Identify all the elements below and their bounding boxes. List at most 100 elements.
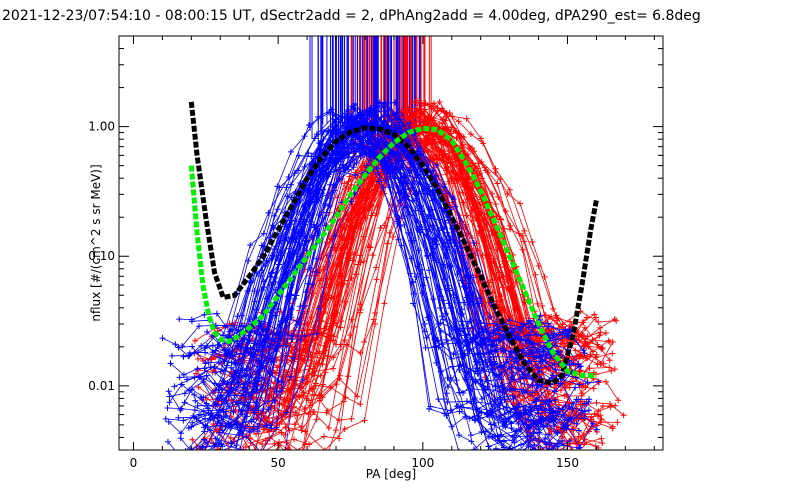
red-curve-marker	[545, 365, 552, 372]
blue-curve-marker	[180, 353, 187, 360]
red-curve-marker	[576, 352, 583, 359]
blue-curve-marker	[212, 463, 218, 469]
x-axis-label: PA [deg]	[366, 467, 416, 481]
red-curve-marker	[332, 427, 339, 434]
red-curve-marker	[446, 178, 453, 185]
blue-curve-marker	[202, 449, 204, 450]
red-curve-marker	[534, 300, 541, 307]
red-curve-marker	[541, 273, 548, 280]
blue-curve-marker	[456, 432, 463, 439]
red-curve-marker	[341, 250, 348, 257]
red-curve-marker	[337, 341, 344, 348]
blue-curve-marker	[235, 450, 241, 456]
red-curve-marker	[257, 449, 259, 450]
red-curve-marker	[572, 347, 579, 354]
red-curve-marker	[598, 346, 605, 353]
red-curve-marker	[597, 419, 604, 426]
blue-curve-marker	[165, 388, 172, 395]
red-curve-marker	[308, 314, 315, 321]
red-curve-marker	[557, 387, 564, 394]
red-curve-marker	[341, 425, 348, 432]
red-curve-marker	[220, 453, 226, 459]
red-curve-marker	[381, 300, 388, 307]
red-curve-marker	[373, 276, 380, 283]
red-curve-marker	[321, 433, 328, 440]
red-curve-marker	[259, 441, 266, 448]
blue-curve-marker	[164, 404, 171, 411]
blue-curve-marker	[485, 443, 492, 450]
red-curve-marker	[374, 203, 381, 210]
red-curve-marker	[588, 414, 595, 421]
blue-curve-marker	[492, 445, 499, 450]
blue-curve-marker	[499, 460, 505, 466]
blue-curve-marker	[543, 455, 549, 461]
red-curve-marker	[606, 364, 613, 371]
red-curve-marker	[262, 437, 269, 444]
red-curve-marker	[222, 457, 228, 463]
red-curve-marker	[278, 429, 285, 436]
red-curve-marker	[312, 380, 319, 387]
red-curve-marker	[357, 401, 364, 408]
blue-curve-marker	[233, 449, 235, 450]
red-curve-marker	[478, 135, 485, 142]
red-curve-marker	[580, 441, 587, 448]
red-curve-marker	[222, 453, 228, 459]
red-curve-marker	[421, 106, 428, 113]
red-curve-marker	[195, 355, 202, 362]
red-curve-marker	[612, 402, 619, 409]
blue-curve-marker	[509, 460, 515, 466]
red-curve-marker	[227, 435, 234, 442]
red-curve-marker	[373, 264, 380, 271]
red-curve-marker	[521, 227, 528, 234]
red-curve-marker	[578, 390, 585, 397]
red-curve-marker	[367, 244, 374, 251]
blue-curve-marker	[194, 365, 201, 372]
blue-curve-marker	[160, 459, 166, 465]
red-curve-marker	[506, 186, 513, 193]
red-curve-marker	[348, 316, 355, 323]
red-curve-marker	[215, 398, 222, 405]
red-curve-marker	[348, 415, 355, 422]
y-tick-label: 0.01	[88, 379, 115, 393]
y-tick-label: 1.00	[88, 120, 115, 134]
blue-curve-marker	[188, 454, 194, 460]
x-tick-label: 0	[130, 456, 138, 470]
chart-title: 2021-12-23/07:54:10 - 08:00:15 UT, dSect…	[2, 8, 701, 24]
red-curve-marker	[479, 252, 486, 259]
red-curve-marker	[341, 180, 348, 187]
red-curve-marker	[592, 455, 598, 461]
red-curve-marker	[609, 350, 616, 357]
red-curve-marker	[286, 427, 293, 434]
blue-curve-marker	[201, 451, 207, 457]
red-curve-marker	[566, 381, 573, 388]
red-curve-marker	[305, 397, 312, 404]
blue-curve-marker	[177, 459, 183, 465]
y-axis-label: nflux [#/(cm^2 s sr MeV)]	[89, 164, 103, 321]
blue-curve-marker	[547, 457, 553, 463]
red-curve-marker	[321, 447, 328, 450]
blue-curve-marker	[180, 417, 187, 424]
red-curve-marker	[246, 455, 252, 461]
blue-curve-marker	[166, 399, 173, 406]
red-curve-marker	[484, 169, 491, 176]
red-curve-marker	[609, 339, 616, 346]
blue-curve-marker	[285, 174, 292, 181]
blue-curve-marker	[488, 425, 495, 432]
red-curve-marker	[598, 435, 605, 442]
red-curve-marker	[313, 350, 320, 357]
blue-curve-marker	[435, 396, 442, 403]
red-curve-marker	[492, 169, 499, 176]
red-curve-marker	[599, 440, 606, 447]
red-curve-marker	[543, 456, 549, 462]
blue-curve-marker	[176, 316, 183, 323]
red-curve-marker	[317, 372, 324, 379]
red-curve-marker	[255, 447, 257, 450]
red-curve-marker	[436, 98, 443, 105]
blue-curve-marker	[458, 448, 460, 450]
red-curve-marker	[193, 370, 200, 377]
red-curve-marker	[264, 459, 270, 465]
red-curve-marker	[288, 456, 294, 462]
red-curve-marker	[357, 350, 364, 357]
red-curve-marker	[449, 113, 456, 120]
